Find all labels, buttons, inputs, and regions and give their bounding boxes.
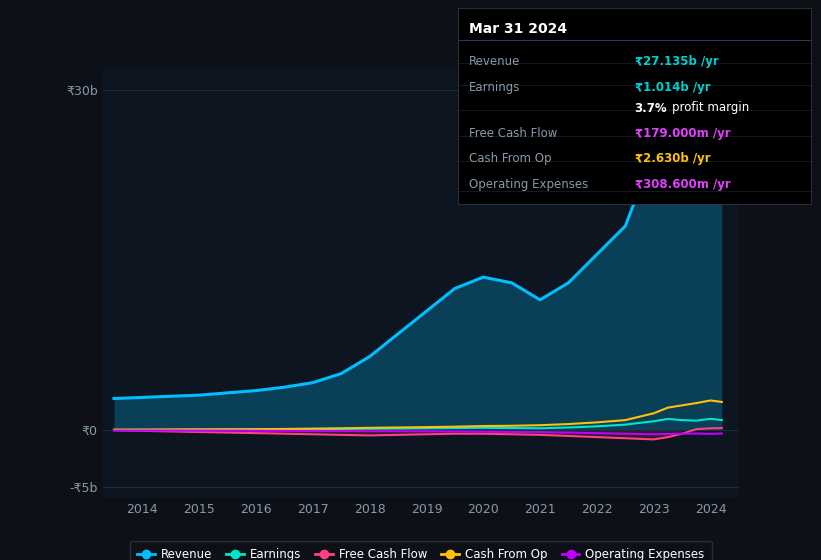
Text: Earnings: Earnings bbox=[469, 81, 520, 94]
Text: 3.7%: 3.7% bbox=[635, 101, 667, 114]
Text: profit margin: profit margin bbox=[672, 101, 749, 114]
Text: Operating Expenses: Operating Expenses bbox=[469, 178, 588, 191]
Text: Free Cash Flow: Free Cash Flow bbox=[469, 127, 557, 140]
Text: ₹179.000m /yr: ₹179.000m /yr bbox=[635, 127, 730, 140]
Legend: Revenue, Earnings, Free Cash Flow, Cash From Op, Operating Expenses: Revenue, Earnings, Free Cash Flow, Cash … bbox=[130, 541, 712, 560]
Text: Cash From Op: Cash From Op bbox=[469, 152, 551, 165]
Text: ₹2.630b /yr: ₹2.630b /yr bbox=[635, 152, 710, 165]
Text: ₹308.600m /yr: ₹308.600m /yr bbox=[635, 178, 731, 191]
Text: Revenue: Revenue bbox=[469, 55, 520, 68]
Text: ₹1.014b /yr: ₹1.014b /yr bbox=[635, 81, 710, 94]
Text: Mar 31 2024: Mar 31 2024 bbox=[469, 22, 566, 36]
Text: ₹27.135b /yr: ₹27.135b /yr bbox=[635, 55, 718, 68]
